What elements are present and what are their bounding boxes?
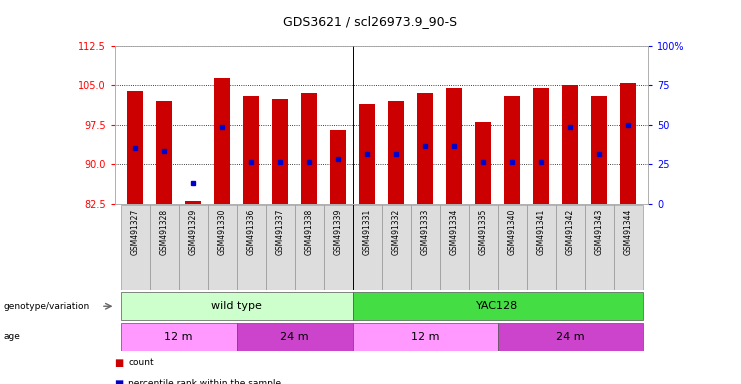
Text: GSM491340: GSM491340 — [508, 209, 516, 255]
Bar — [185, 201, 201, 204]
Bar — [504, 96, 520, 204]
Bar — [324, 205, 353, 290]
Text: count: count — [128, 358, 154, 367]
Text: 12 m: 12 m — [165, 332, 193, 342]
Bar — [272, 99, 288, 204]
Bar — [382, 205, 411, 290]
Bar — [446, 88, 462, 204]
Bar — [614, 205, 642, 290]
Bar — [359, 104, 375, 204]
Text: GSM491336: GSM491336 — [247, 209, 256, 255]
Bar — [236, 205, 265, 290]
Text: GSM491337: GSM491337 — [276, 209, 285, 255]
Bar — [388, 101, 404, 204]
Bar — [498, 205, 527, 290]
Bar — [498, 323, 642, 351]
Bar — [585, 205, 614, 290]
Bar — [556, 205, 585, 290]
Text: GSM491344: GSM491344 — [624, 209, 633, 255]
Text: age: age — [4, 333, 21, 341]
Bar — [265, 205, 295, 290]
Bar — [620, 83, 636, 204]
Bar — [475, 122, 491, 204]
Bar — [243, 96, 259, 204]
Bar — [207, 205, 236, 290]
Bar — [301, 93, 317, 204]
Bar — [121, 205, 150, 290]
Bar — [591, 96, 607, 204]
Text: wild type: wild type — [211, 301, 262, 311]
Bar — [527, 205, 556, 290]
Text: ■: ■ — [115, 358, 127, 368]
Text: 24 m: 24 m — [280, 332, 309, 342]
Bar — [121, 293, 353, 320]
Text: GSM491331: GSM491331 — [362, 209, 372, 255]
Bar — [236, 323, 353, 351]
Text: GSM491327: GSM491327 — [130, 209, 139, 255]
Text: GSM491329: GSM491329 — [189, 209, 198, 255]
Text: GSM491342: GSM491342 — [565, 209, 574, 255]
Bar — [127, 91, 143, 204]
Text: GSM491341: GSM491341 — [536, 209, 545, 255]
Text: YAC128: YAC128 — [476, 301, 519, 311]
Text: GSM491332: GSM491332 — [391, 209, 401, 255]
Text: GSM491334: GSM491334 — [450, 209, 459, 255]
Bar — [121, 323, 236, 351]
Text: GSM491339: GSM491339 — [333, 209, 342, 255]
Bar — [353, 205, 382, 290]
Text: GSM491338: GSM491338 — [305, 209, 313, 255]
Text: GSM491328: GSM491328 — [159, 209, 169, 255]
Text: ■: ■ — [115, 379, 127, 384]
Text: percentile rank within the sample: percentile rank within the sample — [128, 379, 282, 384]
Bar — [417, 93, 433, 204]
Bar — [353, 293, 642, 320]
Bar — [353, 323, 498, 351]
Bar — [150, 205, 179, 290]
Text: GDS3621 / scl26973.9_90-S: GDS3621 / scl26973.9_90-S — [284, 15, 457, 28]
Bar — [295, 205, 324, 290]
Text: 24 m: 24 m — [556, 332, 585, 342]
Text: GSM491343: GSM491343 — [594, 209, 604, 255]
Text: genotype/variation: genotype/variation — [4, 302, 90, 311]
Bar — [156, 101, 172, 204]
Bar — [330, 130, 346, 204]
Bar — [439, 205, 468, 290]
Text: 12 m: 12 m — [411, 332, 439, 342]
Text: GSM491335: GSM491335 — [479, 209, 488, 255]
Bar — [468, 205, 498, 290]
Bar — [562, 86, 578, 204]
Bar — [179, 205, 207, 290]
Text: GSM491333: GSM491333 — [421, 209, 430, 255]
Bar — [411, 205, 439, 290]
Text: GSM491330: GSM491330 — [218, 209, 227, 255]
Bar — [214, 78, 230, 204]
Bar — [533, 88, 549, 204]
